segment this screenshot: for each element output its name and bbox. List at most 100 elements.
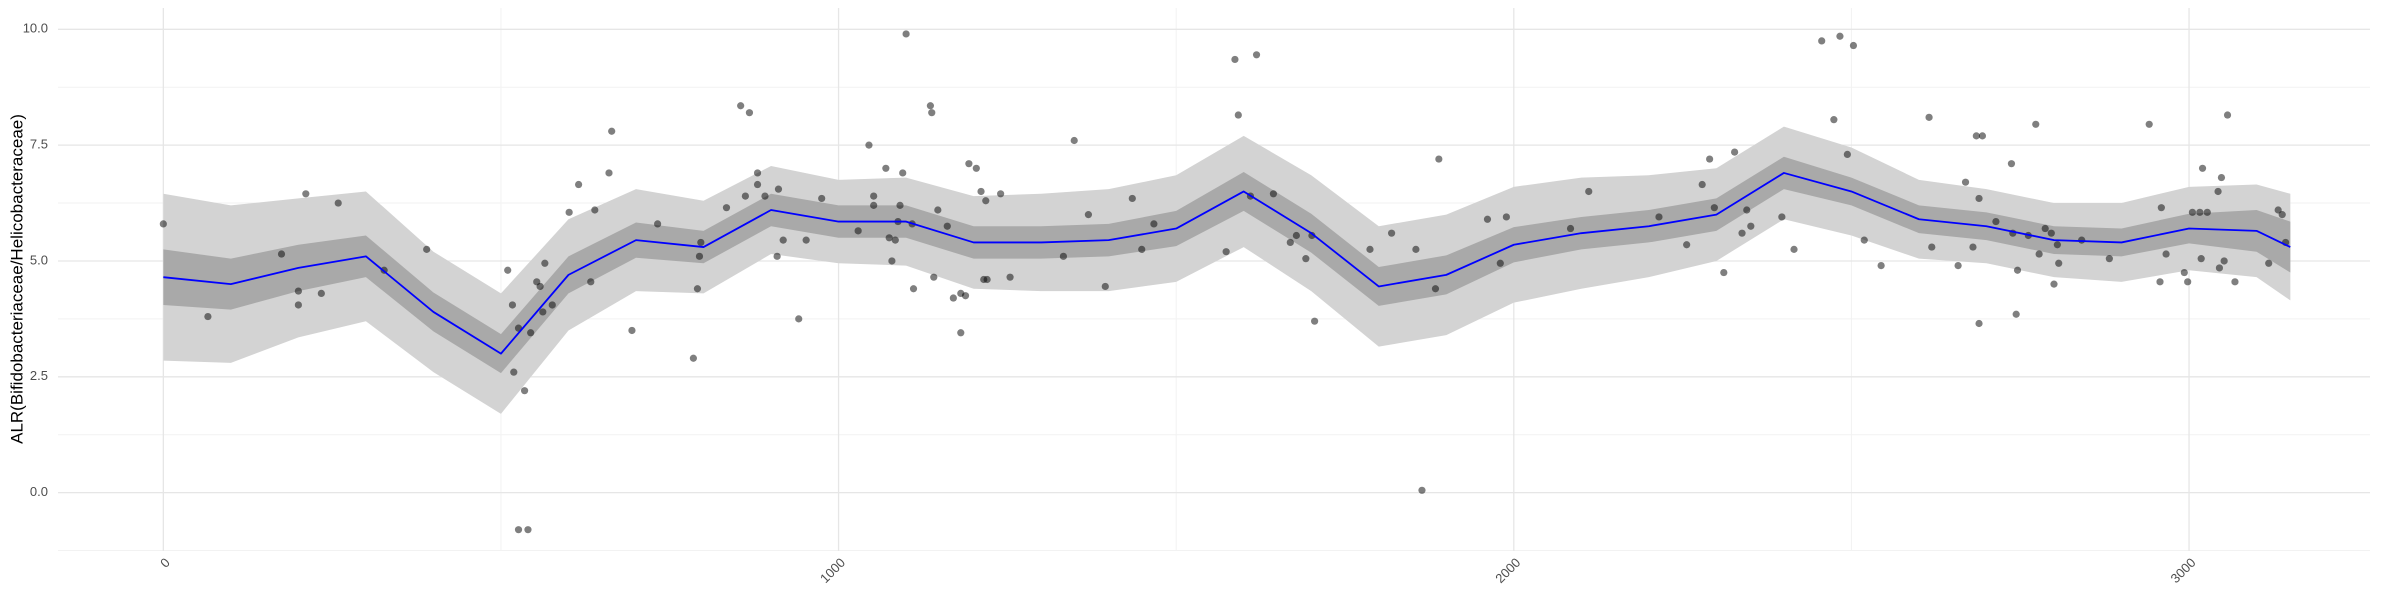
- data-point: [2145, 120, 2153, 128]
- data-point: [2053, 241, 2061, 249]
- y-tick-label: 2.5: [30, 368, 48, 383]
- data-point: [2223, 111, 2232, 119]
- data-point: [2041, 224, 2049, 233]
- y-tick-label: 7.5: [30, 137, 48, 152]
- data-point: [1972, 132, 1980, 140]
- data-point: [888, 257, 896, 265]
- data-point: [949, 294, 957, 302]
- data-point: [2188, 208, 2197, 216]
- data-point: [1706, 155, 1714, 163]
- data-point: [1387, 229, 1396, 237]
- y-tick-label: 10.0: [23, 21, 48, 36]
- data-point: [1738, 229, 1746, 237]
- data-point: [1502, 213, 1510, 221]
- data-point: [753, 169, 762, 177]
- data-point: [1412, 245, 1420, 253]
- data-point: [1710, 204, 1718, 212]
- data-point: [693, 285, 702, 293]
- data-point: [997, 190, 1005, 198]
- x-tick-label: 1000: [817, 555, 848, 586]
- data-point: [982, 197, 990, 205]
- data-point: [695, 252, 704, 260]
- data-point: [2032, 120, 2040, 128]
- data-point: [317, 289, 325, 297]
- bands: [163, 126, 2291, 414]
- data-point: [2105, 255, 2113, 263]
- data-point: [741, 192, 749, 200]
- data-point: [870, 192, 878, 200]
- data-point: [1975, 194, 1983, 203]
- data-point: [508, 301, 517, 309]
- data-point: [1836, 32, 1844, 40]
- data-point: [2197, 255, 2205, 263]
- data-point: [1928, 243, 1936, 251]
- data-point: [885, 234, 893, 242]
- data-point: [753, 180, 762, 189]
- data-point: [2231, 278, 2239, 286]
- data-point: [722, 204, 731, 212]
- data-point: [1084, 211, 1093, 219]
- data-point: [1006, 273, 1014, 281]
- data-point: [1818, 37, 1826, 45]
- data-point: [294, 287, 302, 295]
- data-point: [591, 206, 599, 214]
- data-point: [957, 329, 965, 337]
- data-point: [2215, 264, 2224, 272]
- data-point: [1978, 132, 1987, 140]
- data-point: [587, 278, 595, 286]
- confidence-band-outer: [163, 126, 2291, 414]
- data-point: [2180, 268, 2188, 277]
- data-point: [536, 282, 544, 291]
- data-point: [1969, 243, 1977, 251]
- data-point: [1128, 194, 1136, 203]
- data-point: [1435, 155, 1443, 163]
- data-point: [1683, 241, 1691, 249]
- data-point: [539, 308, 547, 316]
- data-point: [2196, 208, 2204, 216]
- data-point: [1311, 317, 1319, 325]
- data-point: [2220, 257, 2228, 265]
- data-point: [1269, 190, 1278, 198]
- data-point: [1150, 220, 1158, 228]
- data-point: [1860, 236, 1868, 244]
- data-point: [1843, 150, 1851, 159]
- data-point: [608, 127, 616, 135]
- data-point: [2013, 266, 2022, 274]
- data-point: [2157, 204, 2165, 212]
- data-point: [277, 250, 286, 258]
- data-point: [1252, 51, 1261, 59]
- data-point: [1366, 245, 1374, 253]
- data-point: [795, 315, 803, 323]
- data-point: [2278, 211, 2286, 219]
- data-point: [514, 526, 523, 534]
- data-point: [1234, 111, 1242, 119]
- data-point: [983, 275, 991, 284]
- data-point: [605, 169, 613, 177]
- data-point: [1138, 245, 1146, 253]
- data-point: [697, 238, 705, 247]
- data-point: [779, 236, 787, 244]
- data-point: [899, 169, 907, 177]
- data-point: [2055, 259, 2063, 267]
- data-point: [802, 236, 810, 244]
- data-point: [1101, 282, 1109, 291]
- data-point: [510, 368, 518, 376]
- data-point: [548, 301, 556, 309]
- data-point: [902, 30, 910, 38]
- data-point: [1308, 231, 1316, 240]
- data-point: [575, 180, 583, 189]
- data-point: [891, 236, 899, 244]
- data-point: [689, 354, 697, 362]
- data-point: [2214, 187, 2222, 196]
- data-point: [1849, 41, 1858, 50]
- data-point: [1483, 215, 1492, 223]
- data-point: [1431, 285, 1440, 293]
- data-point: [1566, 224, 1575, 233]
- data-point: [1302, 255, 1310, 263]
- data-point: [2203, 208, 2211, 216]
- data-point: [527, 329, 535, 337]
- smooth-line: [163, 172, 2291, 355]
- data-point: [961, 292, 970, 300]
- data-point: [1925, 113, 1933, 121]
